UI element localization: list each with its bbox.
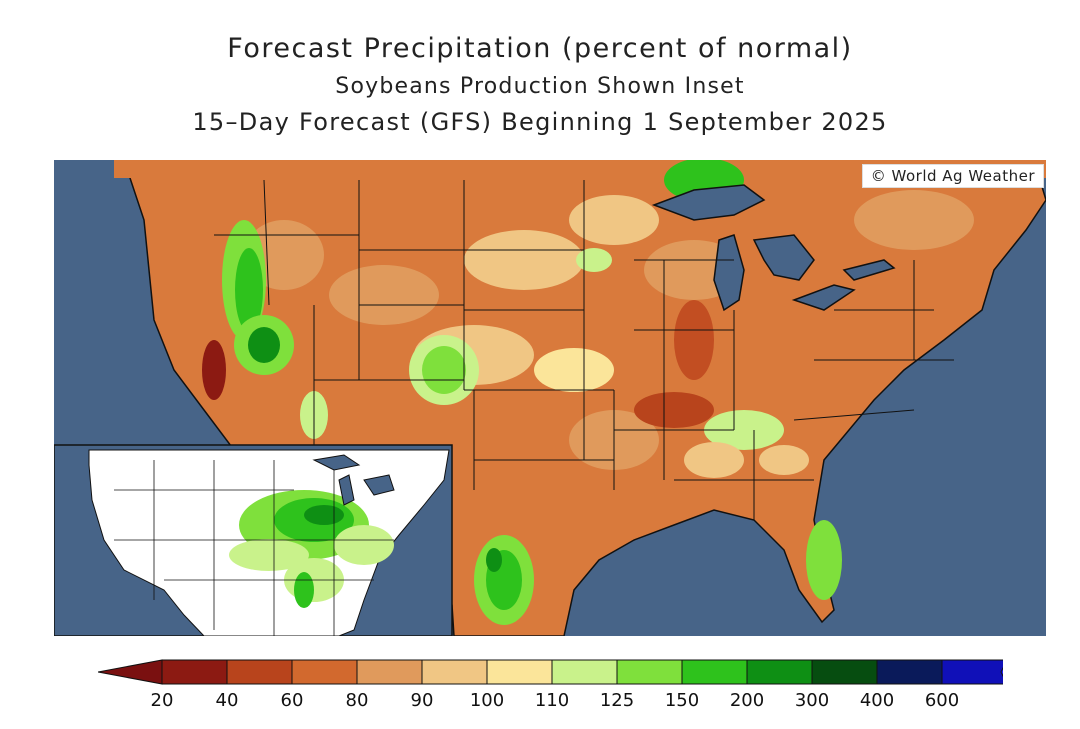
colorbar-label-110: 110 [535,690,569,711]
colorbar-low-arrow [97,659,163,685]
chart-header: Forecast Precipitation (percent of norma… [0,28,1080,140]
colorbar-label-90: 90 [411,690,434,711]
colorbar-bins [97,659,1008,685]
colorbar-label-60: 60 [281,690,304,711]
precip-patches [202,160,974,625]
map-svg [54,160,1046,636]
colorbar-label-100: 100 [470,690,504,711]
colorbar-bin-20 [161,659,228,685]
map-subtitle: Soybeans Production Shown Inset [335,74,745,99]
colorbar-bin-80 [356,659,423,685]
colorbar-label-600: 600 [925,690,959,711]
colorbar-bin-100 [486,659,553,685]
colorbar-bin-40 [226,659,293,685]
colorbar-bin-200 [746,659,813,685]
land-canada [114,160,1046,178]
colorbar-label-80: 80 [346,690,369,711]
colorbar-labels: 20 40 60 80 90 100 110 125 150 200 300 400 600 [151,690,960,711]
colorbar-label-300: 300 [795,690,829,711]
colorbar-label-150: 150 [665,690,699,711]
colorbar-label-20: 20 [151,690,174,711]
great-lakes [651,184,896,312]
credit-label: © World Ag Weather [861,164,1044,188]
map-title: Forecast Precipitation (percent of norma… [227,33,853,64]
state-borders [214,179,954,520]
colorbar-bin-150 [681,659,748,685]
colorbar-svg: 20 40 60 80 90 100 110 125 150 200 300 400 600 [97,659,1008,711]
colorbar-bin-400 [876,659,943,685]
colorbar-label-200: 200 [730,690,764,711]
colorbar-bin-90 [421,659,488,685]
colorbar-bin-300 [811,659,878,685]
colorbar-label-400: 400 [860,690,894,711]
soybean-inset [54,444,453,636]
colorbar-bin-600 [941,659,1008,685]
forecast-period: 15–Day Forecast (GFS) Beginning 1 Septem… [192,108,888,136]
colorbar-bin-110 [551,659,618,685]
colorbar-label-125: 125 [600,690,634,711]
colorbar-label-40: 40 [216,690,239,711]
colorbar-legend: 20 40 60 80 90 100 110 125 150 200 300 400 600 [97,656,1008,716]
precipitation-map [54,160,1046,636]
colorbar-bin-125 [616,659,683,685]
colorbar-bin-60 [291,659,358,685]
